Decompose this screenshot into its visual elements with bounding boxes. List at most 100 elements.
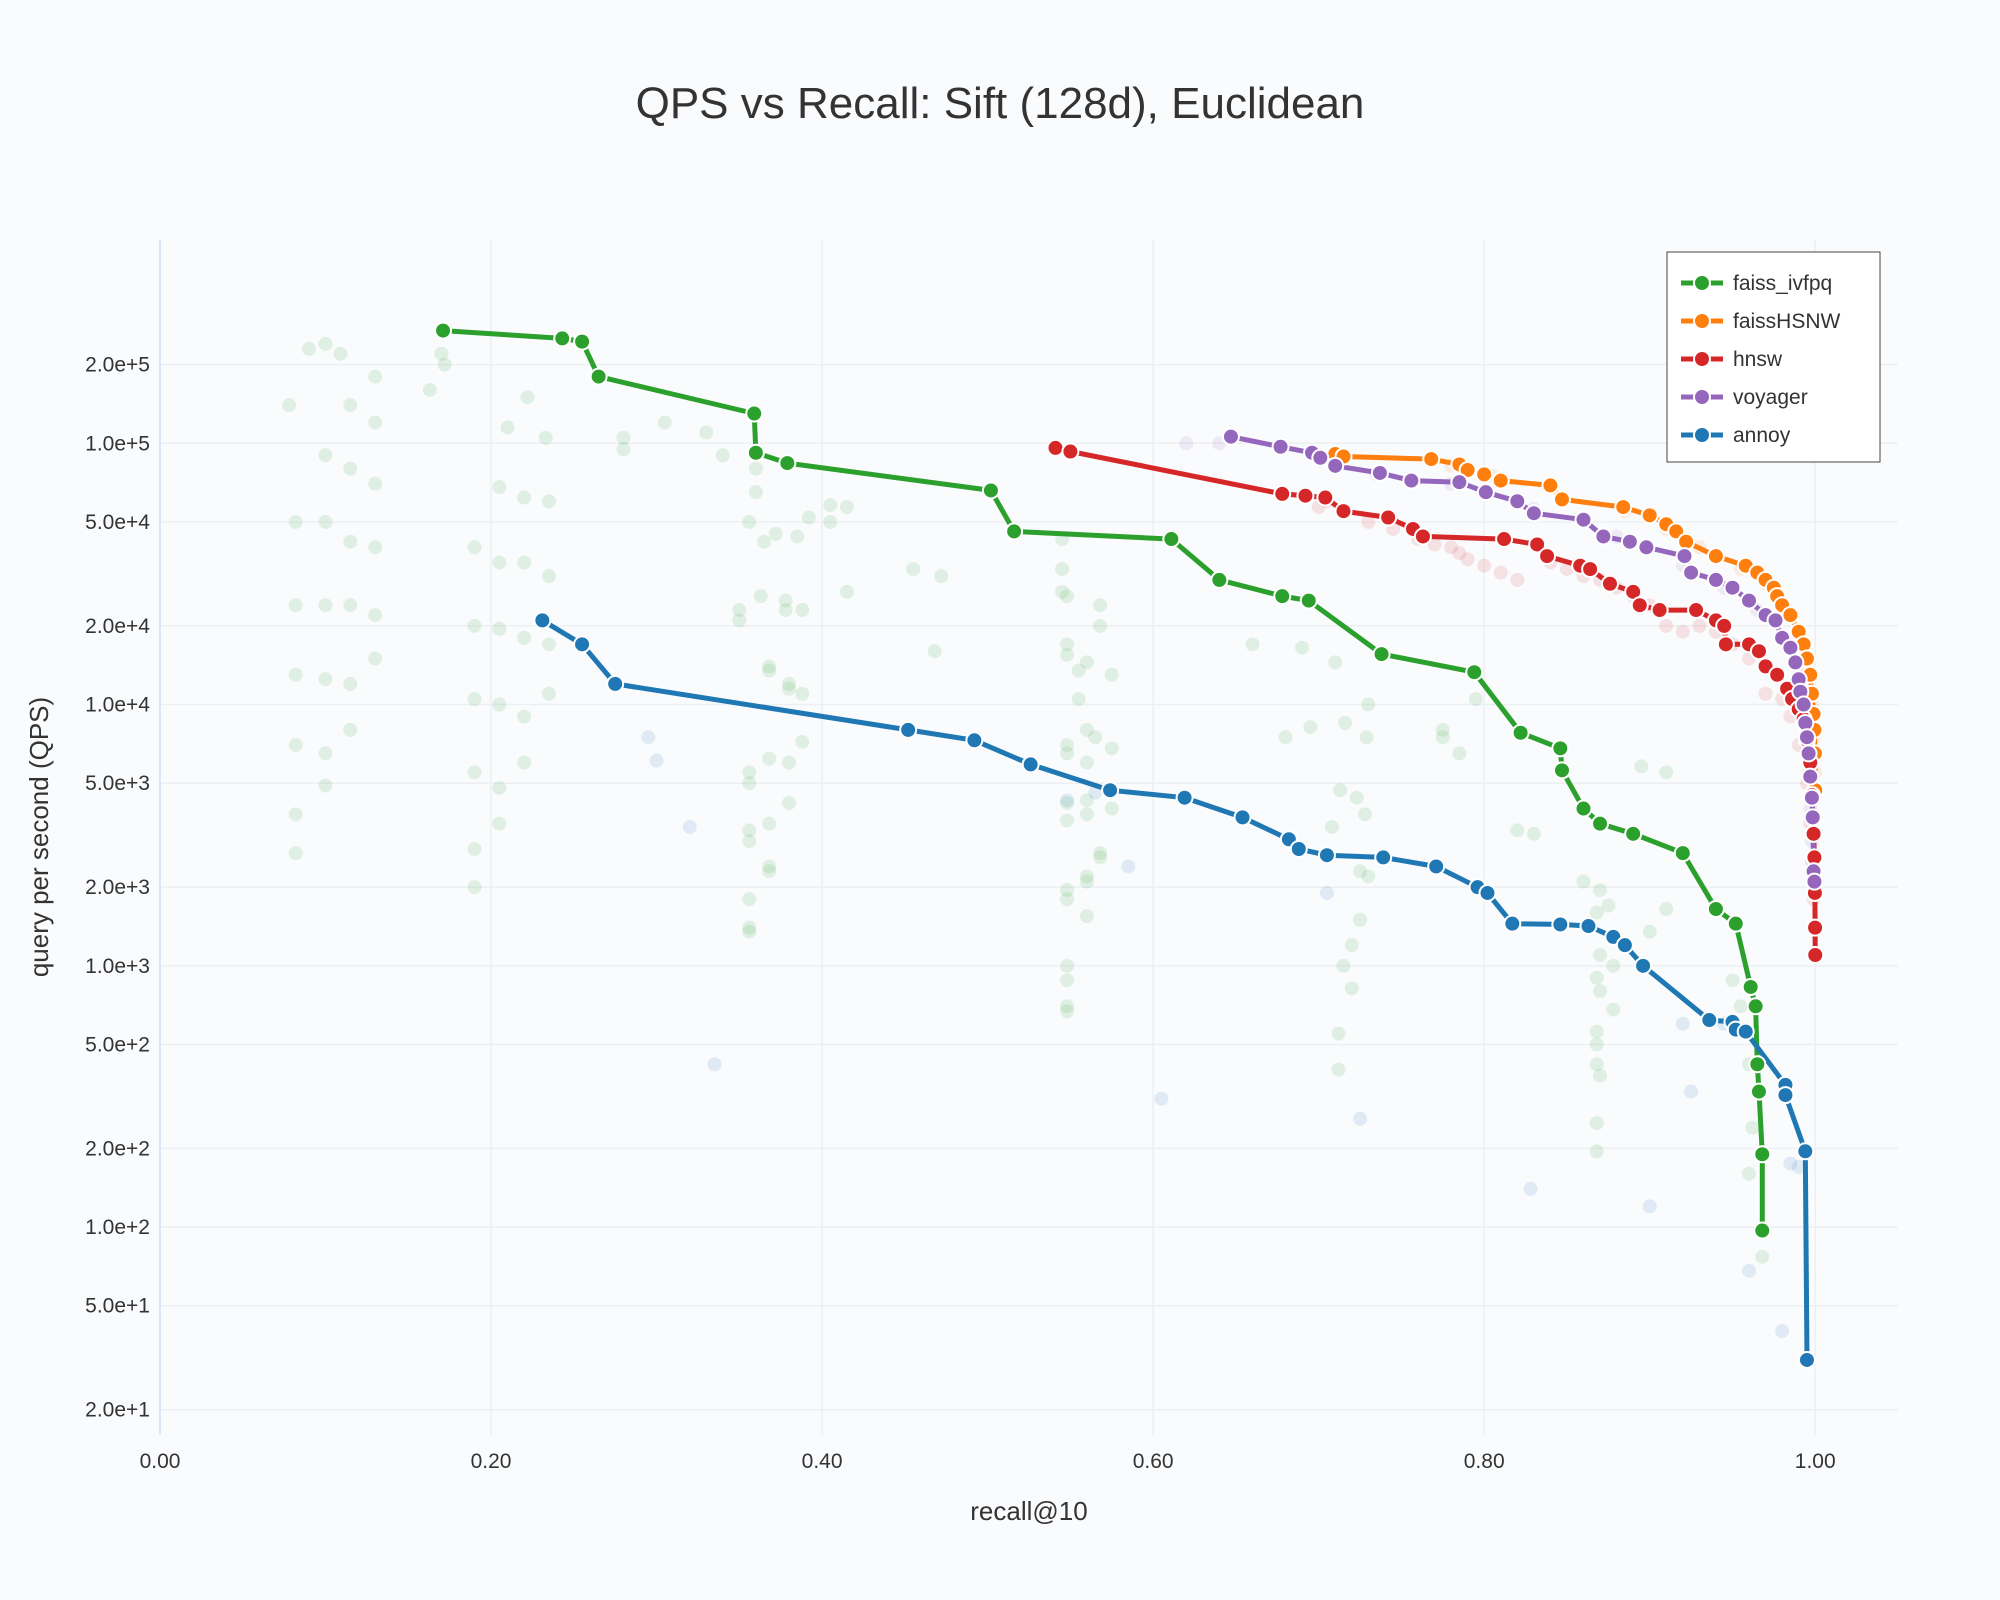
data-point-annoy <box>1289 839 1308 858</box>
background-point <box>492 816 507 831</box>
data-point-voyager <box>1311 448 1330 467</box>
background-point <box>1427 537 1442 552</box>
y-tick-label: 2.0e+3 <box>85 876 150 899</box>
data-point-hnsw <box>1296 486 1315 505</box>
background-point <box>1593 947 1608 962</box>
y-axis-title: query per second (QPS) <box>24 697 54 977</box>
background-point <box>839 500 854 515</box>
background-point <box>288 807 303 822</box>
background-point <box>732 613 747 628</box>
background-point <box>492 480 507 495</box>
background-point <box>301 341 316 356</box>
data-point-hnsw <box>1413 527 1432 546</box>
data-point-voyager <box>1706 570 1725 589</box>
data-point-voyager <box>1221 427 1240 446</box>
data-point-annoy <box>573 635 592 654</box>
background-point <box>1468 692 1483 707</box>
background-point <box>1079 874 1094 889</box>
data-point-voyager <box>1803 808 1822 827</box>
data-point-voyager <box>1620 532 1639 551</box>
data-point-voyager <box>1637 538 1656 557</box>
background-point <box>1344 981 1359 996</box>
background-point <box>1493 565 1508 580</box>
background-point <box>1783 1156 1798 1171</box>
background-point <box>1684 1084 1699 1099</box>
data-point-annoy <box>1175 788 1194 807</box>
background-point <box>1060 746 1075 761</box>
background-point <box>1324 819 1339 834</box>
y-tick-label: 1.0e+5 <box>85 432 150 455</box>
background-point <box>288 514 303 529</box>
data-point-annoy <box>1776 1086 1795 1105</box>
background-point <box>1179 436 1194 451</box>
background-point <box>318 514 333 529</box>
background-point <box>1088 785 1103 800</box>
legend[interactable]: faiss_ivfpq faissHSNW hnsw voyager annoy <box>1666 251 1881 463</box>
background-point <box>699 425 714 440</box>
background-point <box>1359 730 1374 745</box>
legend-label: hnsw <box>1733 348 1783 371</box>
background-point <box>1071 663 1086 678</box>
data-point-faissHSNW <box>1614 498 1633 517</box>
legend-swatch-marker <box>1693 388 1711 406</box>
background-point <box>742 892 757 907</box>
data-point-annoy <box>1700 1011 1719 1030</box>
background-point <box>1523 1181 1538 1196</box>
background-point <box>520 390 535 405</box>
background-point <box>517 630 532 645</box>
background-point <box>1278 730 1293 745</box>
background-point <box>1060 647 1075 662</box>
data-point-annoy <box>1503 914 1522 933</box>
background-point <box>1093 598 1108 613</box>
background-point <box>1245 637 1260 652</box>
background-point <box>1319 885 1334 900</box>
data-point-voyager <box>1326 456 1345 475</box>
background-point <box>282 398 297 413</box>
background-point <box>1060 793 1075 808</box>
data-point-hnsw <box>1600 574 1619 593</box>
background-point <box>1060 883 1075 898</box>
background-point <box>343 676 358 691</box>
data-point-faiss_ivfpq <box>1210 570 1229 589</box>
data-point-faiss_ivfpq <box>1624 824 1643 843</box>
background-point <box>1331 1062 1346 1077</box>
background-point <box>1675 624 1690 639</box>
background-point <box>1303 720 1318 735</box>
background-point <box>781 681 796 696</box>
data-point-voyager <box>1524 504 1543 523</box>
data-point-faiss_ivfpq <box>1726 914 1745 933</box>
background-point <box>288 738 303 753</box>
data-point-annoy <box>1615 936 1634 955</box>
data-point-annoy <box>1374 848 1393 867</box>
data-point-faissHSNW <box>1475 465 1494 484</box>
background-point <box>1055 584 1070 599</box>
background-point <box>1444 540 1459 555</box>
background-point <box>778 603 793 618</box>
background-point <box>1742 1263 1757 1278</box>
data-point-faiss_ivfpq <box>746 443 765 462</box>
background-point <box>795 734 810 749</box>
data-point-faiss_ivfpq <box>573 332 592 351</box>
background-point <box>762 663 777 678</box>
plot-area <box>160 240 1898 1435</box>
background-point <box>781 755 796 770</box>
data-point-annoy <box>1634 956 1653 975</box>
background-point <box>541 569 556 584</box>
background-point <box>839 584 854 599</box>
background-point <box>467 618 482 633</box>
background-point <box>1559 562 1574 577</box>
data-point-faiss_ivfpq <box>1574 799 1593 818</box>
background-point <box>1601 898 1616 913</box>
background-point <box>1361 869 1376 884</box>
background-point <box>467 880 482 895</box>
background-point <box>682 819 697 834</box>
data-point-hnsw <box>1715 616 1734 635</box>
background-point <box>762 659 777 674</box>
data-point-faiss_ivfpq <box>1511 723 1530 742</box>
data-point-voyager <box>1370 463 1389 482</box>
y-tick-label: 2.0e+5 <box>85 354 150 377</box>
legend-label: annoy <box>1733 424 1791 447</box>
background-point <box>492 555 507 570</box>
y-tick-label: 5.0e+4 <box>85 511 150 534</box>
data-point-faiss_ivfpq <box>1552 761 1571 780</box>
